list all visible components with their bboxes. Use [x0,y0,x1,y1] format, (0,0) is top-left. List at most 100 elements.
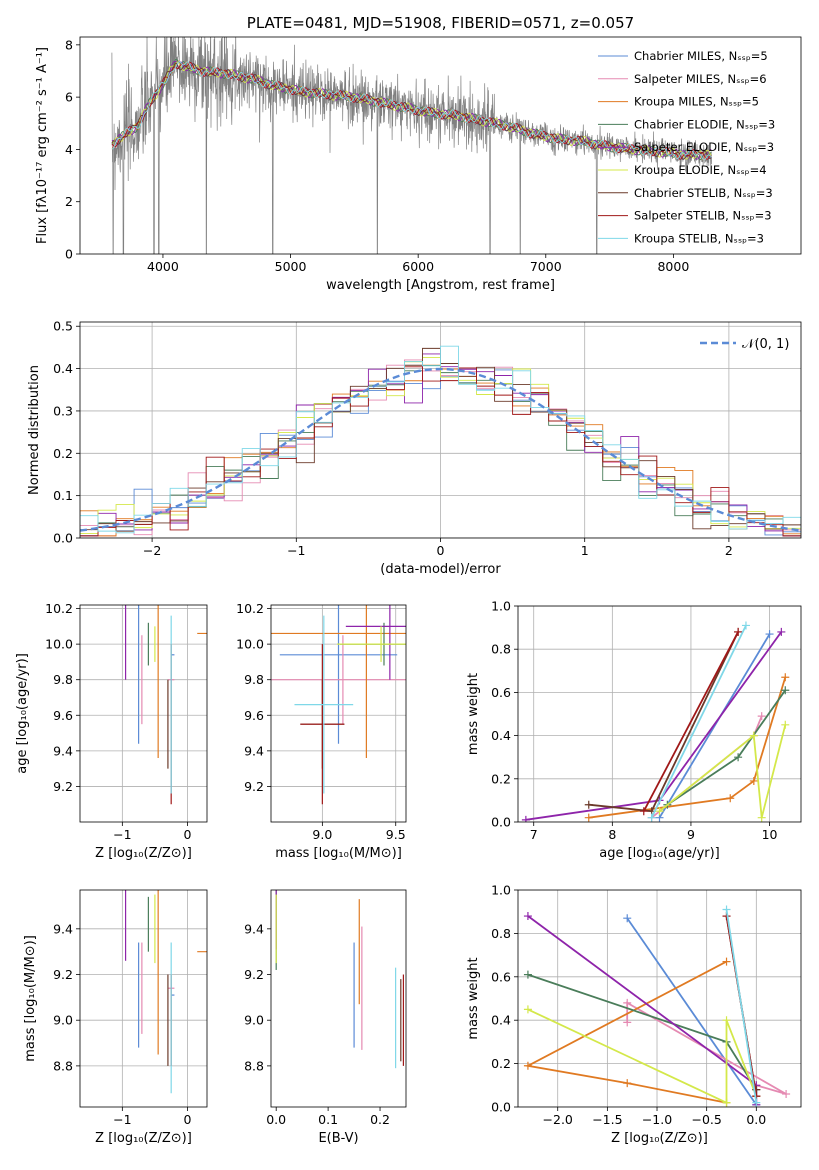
weight-marker [523,1005,532,1014]
weight-line [658,724,787,818]
y-tick-label: 0.6 [491,969,511,984]
x-tick-label: 0 [183,827,191,842]
y-tick-label: 9.0 [53,1013,73,1028]
weight-marker [722,1098,731,1107]
y-tick-label: 0 [65,247,73,262]
weight-line [725,909,758,1103]
weight-marker [757,813,766,822]
axes-residuals: −2 −1 0 1 2 0.0 0.1 0.2 0.3 0.4 0.5 (data-model)/er… [27,319,802,577]
weight-marker [722,1016,731,1025]
histogram-step [80,369,801,538]
x-tick-label: 0.0 [746,1112,766,1127]
y-tick-label: 9.2 [53,967,73,982]
weight-marker [655,807,664,816]
y-tick-label: 10.2 [45,601,73,616]
x-tick-label: −0.5 [691,1112,721,1127]
y-axis-label: mass weight [466,957,481,1039]
y-tick-label: 9.2 [53,779,73,794]
x-axis-label: Z [log₁₀(Z/Z⊙)] [611,1131,708,1146]
y-tick-label: 9.2 [244,779,264,794]
weight-line [650,625,747,819]
y-axis-label: mass weight [466,673,481,755]
axes-frame [517,605,802,823]
observed-spectrum [111,37,712,254]
y-tick-label: 0.0 [53,531,73,546]
axes-frame [270,889,407,1108]
x-axis-label: E(B-V) [318,1131,358,1146]
y-tick-label: 9.6 [53,708,73,723]
x-tick-label: 2 [725,543,733,558]
weight-marker [749,776,758,785]
x-axis-label: mass [log₁₀(M/M⊙)] [275,846,402,861]
x-tick-label: 9.0 [312,827,332,842]
y-axis-label: Normed distribution [27,365,42,495]
axes-frame [79,321,802,539]
legend: Chabrier MILES, Nₛₛₚ=5 Salpeter MILES, Nₛ… [598,49,775,245]
x-tick-label: −2 [143,543,161,558]
weight-marker [584,813,593,822]
x-tick-label: 8000 [657,259,689,274]
x-axis-label: (data-model)/error [380,562,501,577]
y-tick-label: 9.0 [244,1013,264,1028]
weight-marker [623,914,632,923]
x-tick-label: 0 [183,1112,191,1127]
y-tick-label: 0.4 [491,1013,511,1028]
weight-marker [623,1018,632,1027]
gaussian-curve [80,367,801,532]
x-axis-label: Z [log₁₀(Z/Z⊙)] [95,1131,192,1146]
x-axis-label: Z [log₁₀(Z/Z⊙)] [95,846,192,861]
x-tick-label: 0 [437,543,445,558]
y-tick-label: 4 [65,142,73,157]
weight-line [525,960,727,1104]
weight-marker [726,794,735,803]
x-tick-label: 5000 [275,259,307,274]
y-tick-label: 9.6 [244,708,264,723]
axes-frame [79,604,208,823]
x-tick-label: 9 [687,827,695,842]
weight-marker [623,998,632,1007]
axes-frame [79,36,802,255]
weight-marker [722,905,731,914]
x-tick-label: −1 [113,827,131,842]
y-tick-label: 0.5 [53,319,73,334]
histogram-step [80,366,801,538]
weight-line [626,917,758,1106]
x-tick-label: 7000 [530,259,562,274]
legend-label: Salpeter MILES, Nₛₛₚ=6 [634,72,767,86]
axes-weight_vs_Z: −2.0 −1.5 −1.0 −0.5 0.0 0.0 0.2 0.4 0.6 0.8 1.0 Z [… [466,883,802,1146]
legend-label: Salpeter STELIB, Nₛₛₚ=3 [634,209,772,223]
weight-marker [639,807,648,816]
x-axis-label: wavelength [Angstrom, rest frame] [326,278,555,293]
x-tick-label: −1.0 [642,1112,672,1127]
x-tick-label: 9.5 [386,827,406,842]
x-tick-label: −2.0 [543,1112,573,1127]
legend-label: Kroupa ELODIE, Nₛₛₚ=4 [634,163,767,177]
y-axis-label: age [log₁₀(age/yr)] [15,653,30,774]
legend-label: Chabrier STELIB, Nₛₛₚ=3 [634,186,773,200]
y-tick-label: 9.4 [53,921,73,936]
weight-marker [722,957,731,966]
weight-marker [523,970,532,979]
plot-area [80,322,801,538]
weight-marker [647,813,656,822]
y-tick-label: 8.8 [53,1058,73,1073]
y-tick-label: 0.2 [491,771,511,786]
legend-label: Chabrier ELODIE, Nₛₛₚ=3 [634,117,775,131]
y-tick-label: 0.0 [491,815,511,830]
histogram-step [80,357,801,538]
plot-area [80,605,207,822]
y-tick-label: 1.0 [491,599,511,614]
x-tick-label: 1 [581,543,589,558]
x-tick-label: 8 [608,827,616,842]
y-tick-label: 0.1 [53,488,73,503]
y-tick-label: 9.4 [244,743,264,758]
y-tick-label: 0.4 [491,728,511,743]
y-tick-label: 0.2 [53,446,73,461]
weight-marker [757,712,766,721]
weight-marker [782,1089,791,1098]
y-tick-label: 8.8 [244,1058,264,1073]
x-tick-label: 4000 [147,259,179,274]
weight-line [527,1008,758,1105]
y-tick-label: 0.2 [491,1056,511,1071]
